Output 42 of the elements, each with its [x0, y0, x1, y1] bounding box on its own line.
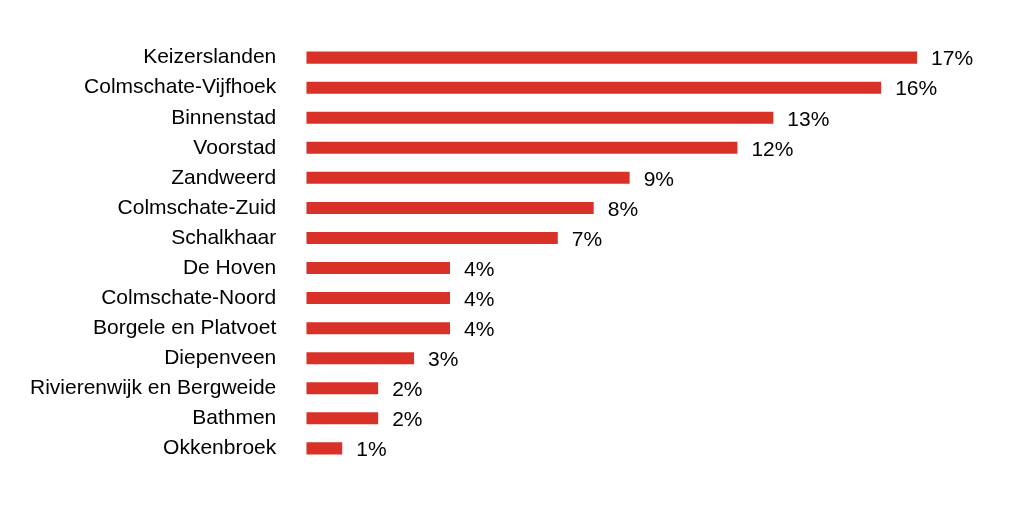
data-label: 4% [463, 286, 495, 310]
bar [306, 322, 450, 335]
data-label: 8% [607, 196, 639, 220]
y-tick-label: Bathmen [192, 405, 277, 429]
y-tick-label: Voorstad [193, 134, 277, 158]
y-tick-label: Rivierenwijk en Bergweide [30, 375, 277, 399]
bar [306, 442, 343, 455]
y-tick-label: Schalkhaar [171, 224, 277, 248]
data-label: 16% [895, 76, 938, 100]
y-tick-label: Borgele en Platvoet [92, 314, 277, 338]
bar [306, 51, 918, 64]
data-label: 2% [392, 377, 423, 401]
y-tick-label: De Hoven [182, 254, 277, 278]
bar [306, 171, 630, 184]
y-tick-label: Binnenstad [171, 104, 277, 128]
data-label: 17% [931, 46, 974, 70]
bar [306, 141, 738, 154]
bar [306, 292, 450, 305]
bar [306, 262, 450, 275]
data-label: 2% [392, 407, 423, 431]
y-tick-label: Okkenbroek [163, 435, 277, 459]
data-label: 13% [787, 106, 830, 130]
data-label: 4% [463, 256, 495, 280]
data-label: 4% [463, 316, 495, 340]
bar [306, 352, 415, 365]
data-label: 7% [571, 226, 603, 250]
y-tick-label: Zandweerd [171, 164, 277, 188]
y-tick-label: Keizerslanden [143, 44, 277, 68]
bar [306, 382, 379, 395]
data-label: 1% [356, 437, 387, 461]
data-label: 12% [751, 136, 794, 160]
data-label: 9% [643, 166, 674, 190]
y-tick-label: Colmschate-Vijfhoek [84, 74, 277, 98]
y-tick-label: Diepenveen [164, 345, 277, 368]
bar [306, 111, 774, 124]
data-label: 3% [428, 347, 459, 370]
bar [306, 231, 558, 244]
y-tick-label: Colmschate-Zuid [117, 194, 277, 218]
bar [306, 412, 379, 425]
bar [306, 201, 594, 214]
bar [306, 81, 882, 94]
y-tick-label: Colmschate-Noord [101, 284, 277, 308]
